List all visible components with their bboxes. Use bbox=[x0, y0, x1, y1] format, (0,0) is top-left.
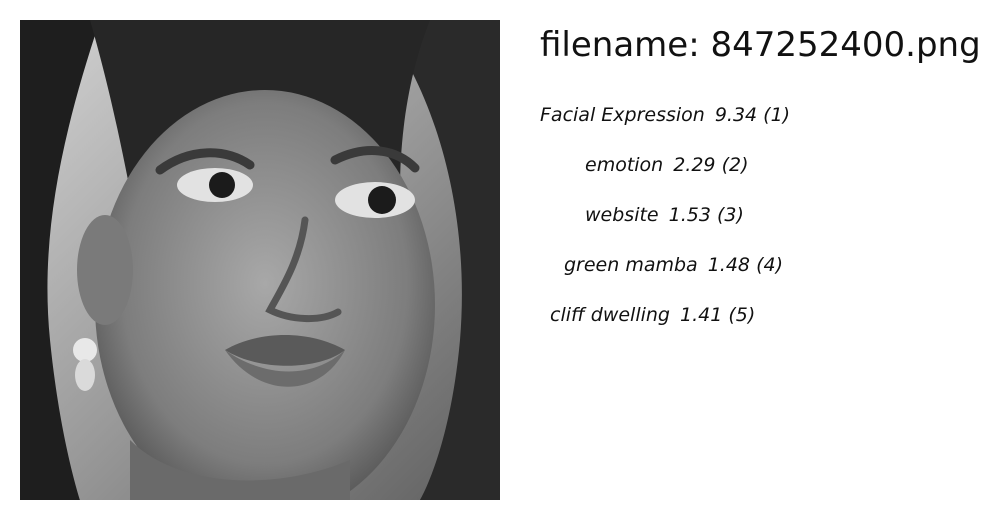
filename-prefix: filename: bbox=[540, 25, 711, 65]
label-row-4: green mamba 1.48 (4) bbox=[564, 252, 783, 278]
label-rank: (5) bbox=[728, 304, 756, 326]
filename-value: 847252400.png bbox=[710, 25, 981, 65]
label-name: cliff dwelling bbox=[550, 304, 670, 326]
label-score: 1.48 bbox=[707, 254, 751, 276]
label-name: emotion bbox=[585, 154, 664, 176]
label-rank: (2) bbox=[721, 154, 749, 176]
label-rank: (1) bbox=[763, 104, 791, 126]
label-row-3: website 1.53 (3) bbox=[585, 202, 744, 228]
label-score: 1.41 bbox=[679, 304, 723, 326]
face-photo bbox=[20, 20, 500, 500]
face-photo-image bbox=[20, 20, 500, 500]
label-row-1: Facial Expression 9.34 (1) bbox=[540, 102, 790, 128]
filename-heading: filename: 847252400.png bbox=[540, 22, 981, 68]
label-name: website bbox=[585, 204, 659, 226]
label-rank: (4) bbox=[756, 254, 783, 276]
label-score: 2.29 bbox=[673, 154, 716, 176]
label-score: 9.34 bbox=[714, 104, 758, 126]
label-row-5: cliff dwelling 1.41 (5) bbox=[550, 302, 755, 328]
label-score: 1.53 bbox=[668, 204, 711, 226]
label-name: green mamba bbox=[564, 254, 698, 276]
label-name: Facial Expression bbox=[540, 104, 705, 126]
label-rank: (3) bbox=[716, 204, 744, 226]
label-row-2: emotion 2.29 (2) bbox=[585, 152, 749, 178]
